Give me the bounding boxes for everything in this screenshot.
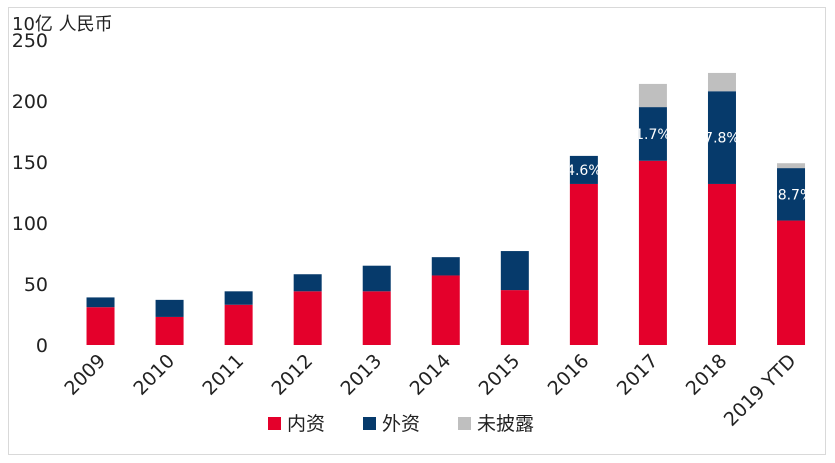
legend: 内资 外资 未披露 [268,413,534,435]
bar-segment-1 [86,307,115,345]
bar-segment-2 [638,107,667,161]
x-tick-label: 2009 [60,350,110,400]
unit-label: 10亿 人民币 [12,14,113,35]
legend-label: 未披露 [477,413,534,435]
x-tick-label: 2014 [406,350,456,400]
x-tick-label: 2017 [613,350,663,400]
x-tick-label: 2015 [475,350,525,400]
bar-segment-1 [224,304,253,345]
annotation-label: 28.7% [769,187,813,203]
y-tick-label: 50 [24,274,48,296]
annotation-label: 7.8% [704,131,740,147]
annotations: 4.6% 1.7% 7.8% 28.7% [566,127,813,203]
bar-segment-2 [362,265,391,292]
bars [86,72,806,345]
x-tick-label: 2019 YTD [720,350,801,431]
bar-segment-1 [293,291,322,345]
y-tick-label: 200 [12,91,48,113]
x-tick-label: 2013 [337,350,387,400]
x-tick-label: 2018 [682,350,732,400]
y-tick-label: 100 [12,213,48,235]
legend-label: 外资 [382,413,420,435]
bar-segment-1 [362,291,391,345]
bar-segment-1 [500,290,529,345]
bar-segment-1 [777,220,806,345]
y-axis: 0 50 100 150 200 250 [12,30,48,357]
bar-segment-3 [707,72,736,92]
y-tick-label: 150 [12,152,48,174]
legend-label: 内资 [287,413,325,435]
bar-segment-1 [707,183,736,345]
bar-segment-2 [569,155,598,184]
bar-segment-2 [707,91,736,184]
bar-segment-2 [86,297,115,308]
y-tick-label: 0 [36,335,48,357]
bar-segment-2 [155,299,184,317]
legend-swatch [268,417,281,430]
y-tick-label: 250 [12,30,48,52]
bar-segment-2 [293,274,322,292]
legend-swatch [458,417,471,430]
bar-segment-2 [224,291,253,305]
x-tick-label: 2016 [544,350,594,400]
x-axis: 2009 2010 2011 2012 2013 2014 2015 2016 2017 2018… [60,350,800,431]
x-tick-label: 2010 [129,350,179,400]
bar-segment-3 [638,83,667,108]
bar-segment-3 [777,163,806,169]
annotation-label: 1.7% [635,127,671,143]
bar-segment-2 [777,168,806,221]
x-tick-label: 2012 [267,350,317,400]
annotation-label: 4.6% [566,163,602,179]
bar-segment-1 [638,160,667,345]
bar-segment-2 [500,251,529,291]
bar-segment-1 [155,316,184,345]
legend-swatch [363,417,376,430]
bar-segment-1 [431,275,460,345]
chart-frame [8,7,826,455]
bar-segment-2 [431,257,460,276]
x-tick-label: 2011 [198,350,248,400]
bar-segment-1 [569,183,598,345]
